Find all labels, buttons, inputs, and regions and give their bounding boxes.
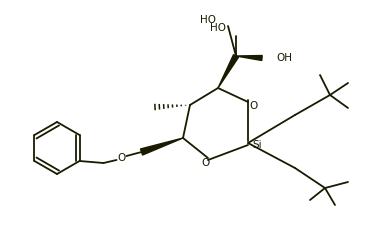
Text: O: O xyxy=(202,158,210,168)
Text: Si: Si xyxy=(252,140,262,150)
Text: O: O xyxy=(117,153,126,163)
Polygon shape xyxy=(236,55,262,60)
Polygon shape xyxy=(141,138,183,155)
Polygon shape xyxy=(218,55,239,88)
Text: HO: HO xyxy=(210,23,226,33)
Text: HO: HO xyxy=(200,15,216,25)
Text: OH: OH xyxy=(276,53,292,63)
Text: O: O xyxy=(250,101,258,111)
